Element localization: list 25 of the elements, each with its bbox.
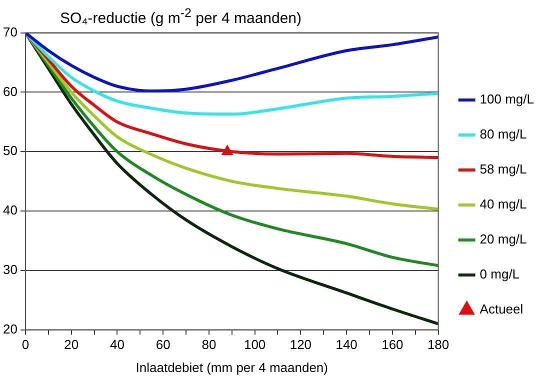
y-tick-label: 20 xyxy=(2,321,18,336)
x-tick-label: 160 xyxy=(382,337,404,352)
legend-label: 20 mg/L xyxy=(480,232,527,247)
x-tick-label: 40 xyxy=(110,337,124,352)
y-tick-label: 70 xyxy=(2,24,18,40)
legend-label: 0 mg/L xyxy=(480,266,520,282)
legend-label: 40 mg/L xyxy=(480,196,527,212)
x-tick-label: 80 xyxy=(202,337,216,352)
legend-label: Actueel xyxy=(480,302,524,317)
x-tick-label: 100 xyxy=(244,337,266,352)
y-tick-label: 50 xyxy=(2,143,18,158)
x-tick-label: 180 xyxy=(427,337,450,352)
x-tick-label: 60 xyxy=(156,337,170,352)
y-tick-label: 40 xyxy=(2,202,18,218)
x-tick-label: 20 xyxy=(64,337,79,352)
x-tick-label: 140 xyxy=(336,337,358,352)
x-tick-label: 120 xyxy=(290,337,312,352)
x-tick-label: 0 xyxy=(22,337,30,352)
legend-label: 100 mg/L xyxy=(480,92,534,107)
chart-title: SO₄-reductie (g m$^{-2}$ per 4 maanden) xyxy=(60,6,302,27)
legend-label: 58 mg/L xyxy=(480,162,527,177)
y-tick-label: 60 xyxy=(2,84,18,99)
y-tick-label: 30 xyxy=(2,262,18,277)
legend-label: 80 mg/L xyxy=(480,126,527,142)
x-axis-title: Inlaatdebiet (mm per 4 maanden) xyxy=(136,360,328,375)
